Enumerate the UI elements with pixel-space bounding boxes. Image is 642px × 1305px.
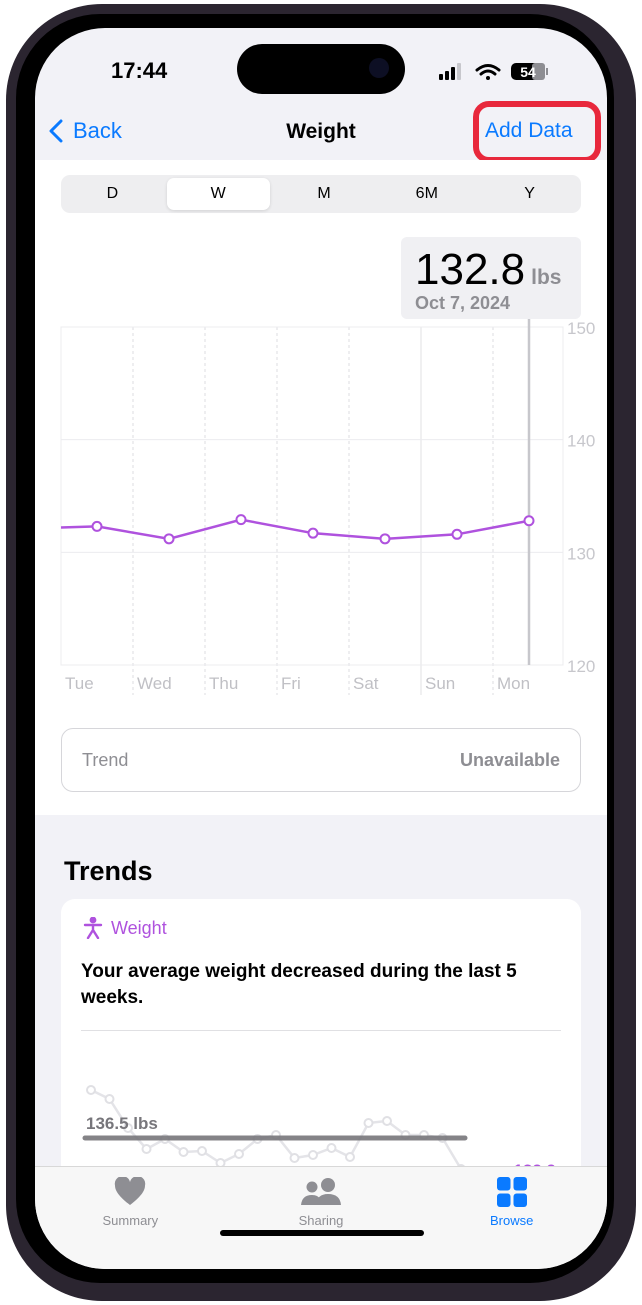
x-tick-label: Thu (209, 674, 238, 693)
trend-point (326, 1143, 337, 1153)
divider (81, 1030, 561, 1031)
trend-point (345, 1152, 355, 1162)
data-point (379, 533, 391, 545)
status-time: 17:44 (111, 58, 168, 83)
page-title: Weight (286, 120, 356, 143)
trend-category-label: Weight (111, 917, 167, 938)
home-indicator[interactable] (220, 1230, 424, 1236)
trend-point (86, 1085, 96, 1095)
tab-summary-label: Summary (102, 1213, 159, 1228)
tab-browse-label: Browse (490, 1213, 534, 1228)
tab-browse[interactable]: Browse (416, 1167, 607, 1269)
segment-year[interactable]: Y (524, 185, 535, 202)
x-tick-label: Mon (497, 674, 530, 693)
trend-label: Trend (82, 749, 129, 770)
x-tick-label: Sun (425, 674, 455, 693)
trend-point (363, 1118, 374, 1128)
battery-icon: 54 (511, 63, 548, 80)
tab-sharing[interactable]: Sharing (226, 1167, 417, 1269)
chevron-left-icon (49, 119, 63, 143)
segment-week[interactable]: W (166, 178, 270, 210)
signal-icon (439, 63, 461, 80)
screen: 17:44 54 Back Weight Add Data D W M 6M Y… (35, 28, 607, 1269)
y-tick-label: 140 (567, 432, 595, 451)
data-point (451, 528, 463, 540)
plot-border (60, 326, 564, 666)
series-line (60, 518, 530, 541)
tab-summary[interactable]: Summary (35, 1167, 226, 1269)
x-tick-label: Wed (137, 674, 172, 693)
back-button[interactable]: Back (49, 118, 122, 144)
data-point (91, 520, 103, 532)
tab-sharing-label: Sharing (298, 1213, 344, 1228)
trend-row[interactable]: Trend Unavailable (61, 728, 581, 792)
data-point (523, 515, 535, 527)
x-tick-label: Sat (353, 674, 379, 693)
trend-point (234, 1149, 244, 1159)
trend-point (141, 1144, 152, 1154)
y-tick-label: 150 (567, 319, 595, 338)
segment-day[interactable]: D (106, 185, 119, 202)
camera (369, 58, 389, 78)
y-tick-label: 130 (567, 544, 595, 563)
trend-card[interactable]: Weight Your average weight decreased dur… (61, 899, 581, 1219)
svg-text:54: 54 (520, 64, 536, 80)
data-point (163, 533, 175, 545)
trend-value: Unavailable (459, 749, 560, 770)
trend-point (289, 1153, 300, 1163)
back-label: Back (73, 118, 122, 143)
grid-icon (496, 1177, 527, 1207)
trend-point (178, 1147, 189, 1157)
person-icon (83, 917, 103, 939)
callout-unit: lbs (531, 266, 562, 289)
trend-message: Your average weight decreased during the… (81, 961, 517, 1008)
callout-date: Oct 7, 2024 (415, 293, 511, 313)
add-data-button[interactable]: Add Data (485, 119, 573, 142)
trend-point (308, 1150, 318, 1160)
status-icons: 54 (439, 63, 548, 80)
wifi-icon (475, 64, 501, 80)
trend-category: Weight (83, 917, 167, 939)
segment-month[interactable]: M (317, 185, 331, 202)
people-icon (301, 1178, 341, 1205)
data-point (235, 514, 247, 526)
time-range-control: D W M 6M Y (61, 175, 581, 213)
trend-point (104, 1094, 115, 1104)
heart-icon (115, 1177, 146, 1205)
x-tick-label: Fri (281, 674, 301, 693)
callout-value: 132.8 lbs (415, 245, 562, 294)
segment-6-months[interactable]: 6M (415, 185, 438, 202)
trends-heading: Trends (64, 856, 153, 886)
trend-point (123, 1123, 133, 1133)
value-callout: 132.8 lbs Oct 7, 2024 (401, 237, 581, 319)
tab-bar: Summary Sharing Browse (35, 1166, 607, 1269)
trend-point (382, 1116, 392, 1126)
average-before-label: 136.5 lbs (86, 1114, 158, 1133)
y-tick-label: 120 (567, 657, 595, 676)
trend-point (197, 1146, 207, 1156)
x-tick-label: Tue (65, 674, 94, 693)
highlight-box (473, 101, 601, 163)
weight-chart[interactable]: 150 140 130 120 Tue Wed Thu Fri Sat Sun Mon (35, 308, 607, 698)
data-point (307, 527, 319, 539)
